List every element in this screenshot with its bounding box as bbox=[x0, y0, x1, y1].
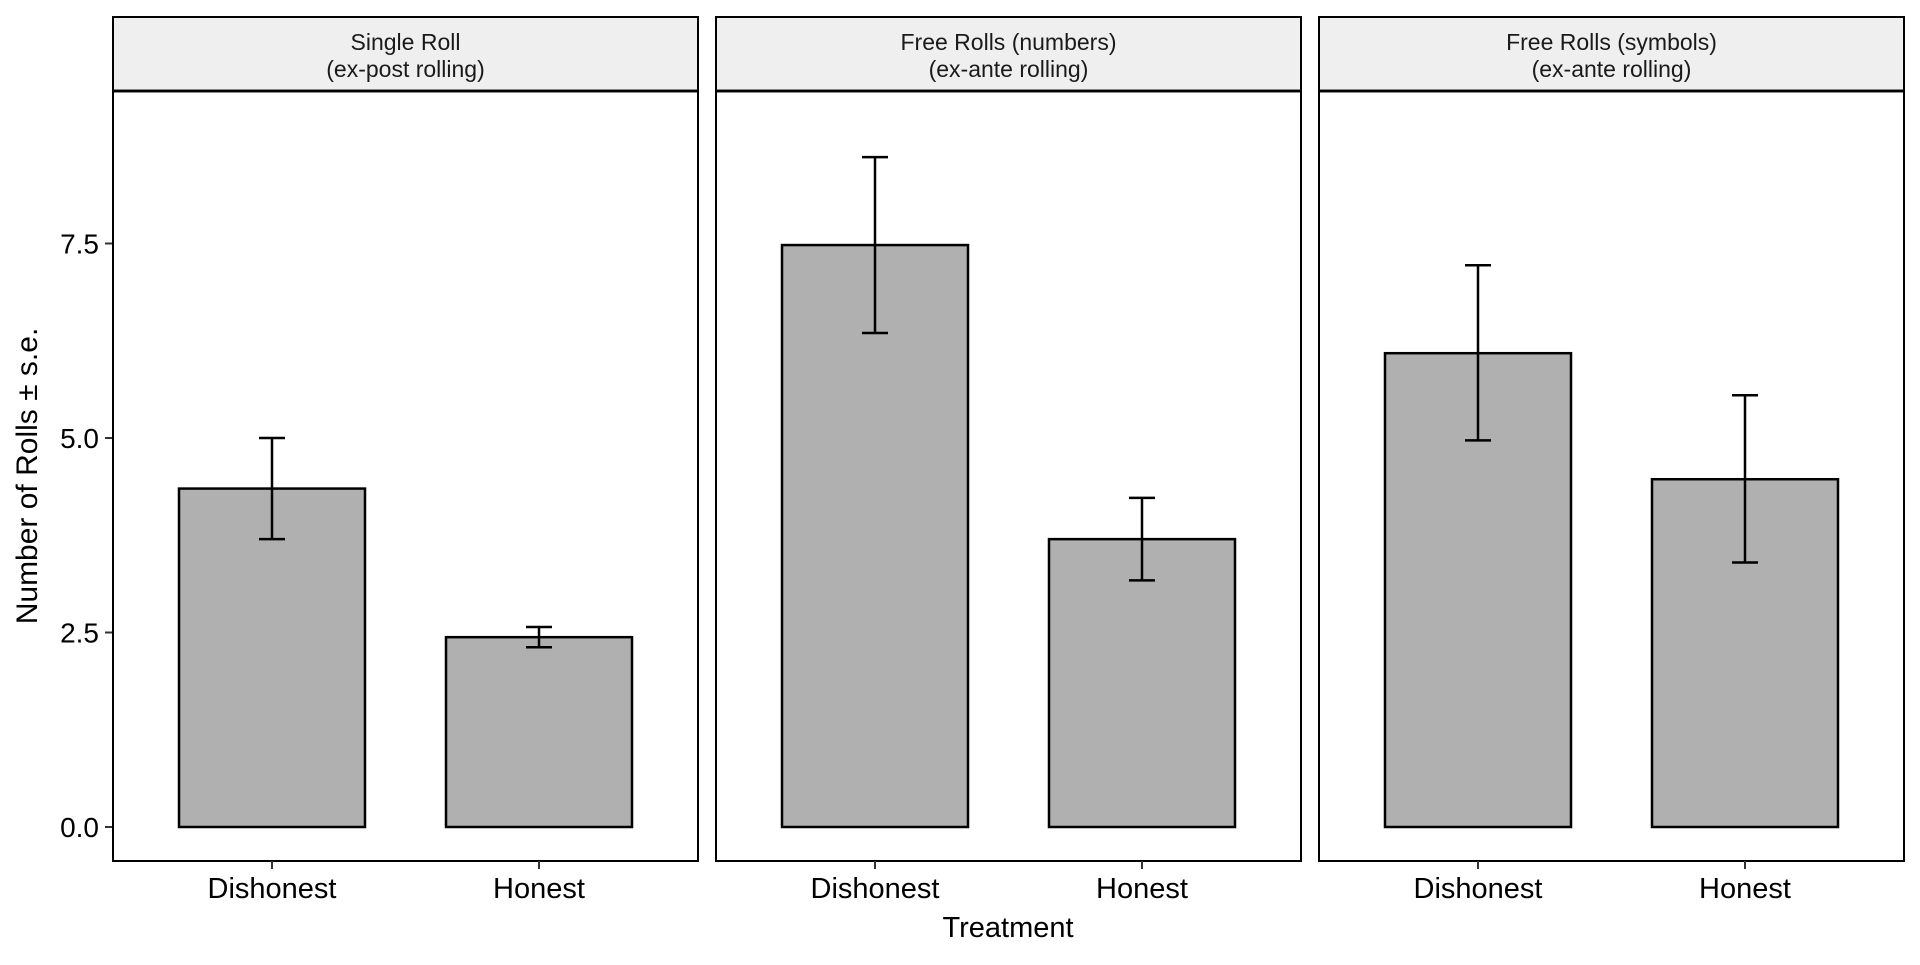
x-tick-label: Honest bbox=[1699, 873, 1791, 905]
facet-title-line1: Free Rolls (symbols) bbox=[1506, 29, 1717, 55]
y-tick-label: 5.0 bbox=[60, 423, 99, 454]
facet-title-line1: Free Rolls (numbers) bbox=[901, 29, 1117, 55]
facet-title-line2: (ex-ante rolling) bbox=[929, 56, 1089, 82]
x-axis-title: Treatment bbox=[942, 912, 1073, 944]
bar-honest bbox=[444, 635, 634, 829]
panel-border bbox=[1318, 90, 1905, 862]
x-tick-label: Honest bbox=[1096, 873, 1188, 905]
y-axis-title: Number of Rolls ± s.e. bbox=[11, 328, 44, 625]
facet-title-line1: Single Roll bbox=[351, 29, 461, 55]
x-tick-label: Dishonest bbox=[1414, 873, 1543, 905]
facet-strip bbox=[715, 16, 1302, 92]
y-tick-label: 7.5 bbox=[60, 229, 99, 260]
x-tick-label: Dishonest bbox=[811, 873, 940, 905]
x-tick-label: Honest bbox=[493, 873, 585, 905]
facet-strip bbox=[1318, 16, 1905, 92]
bar-dishonest bbox=[177, 487, 367, 829]
panel-border bbox=[715, 90, 1302, 862]
facet-strip bbox=[112, 16, 699, 92]
x-tick-label: Dishonest bbox=[208, 873, 337, 905]
y-tick-label: 2.5 bbox=[60, 618, 99, 649]
facet-title-line2: (ex-post rolling) bbox=[326, 56, 485, 82]
y-tick-label: 0.0 bbox=[60, 812, 99, 843]
bar-dishonest bbox=[780, 243, 970, 829]
bar-honest bbox=[1047, 537, 1237, 829]
panel-border bbox=[112, 90, 699, 862]
facet-title-line2: (ex-ante rolling) bbox=[1532, 56, 1692, 82]
